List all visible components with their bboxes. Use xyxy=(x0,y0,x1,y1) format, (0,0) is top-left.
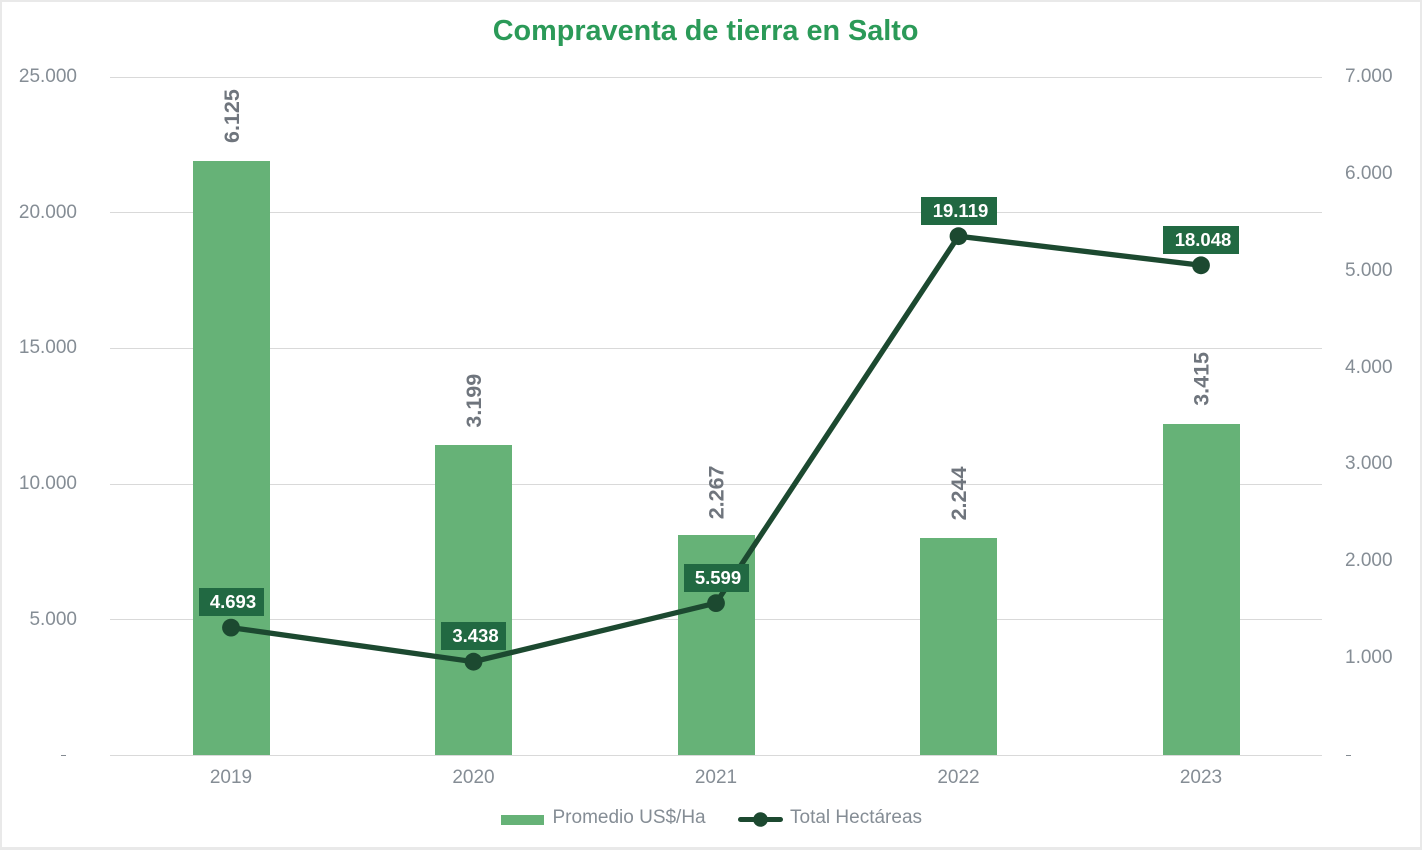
svg-text:3.415: 3.415 xyxy=(1190,352,1214,406)
svg-text:2.244: 2.244 xyxy=(947,467,971,521)
svg-text:6.125: 6.125 xyxy=(220,89,244,143)
svg-text:3.199: 3.199 xyxy=(462,374,486,428)
svg-text:2.267: 2.267 xyxy=(705,465,729,519)
